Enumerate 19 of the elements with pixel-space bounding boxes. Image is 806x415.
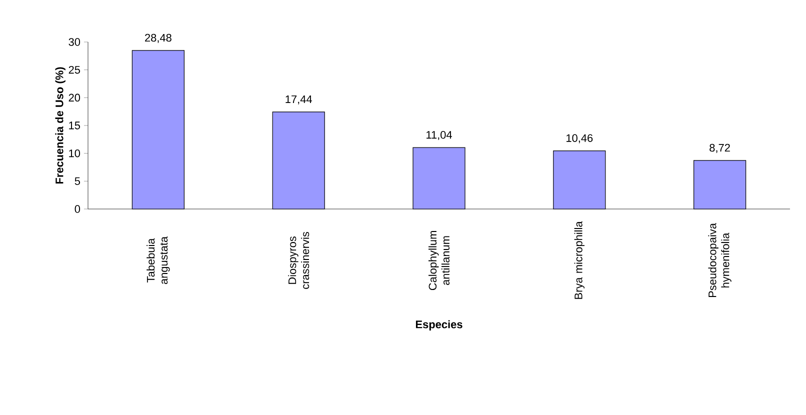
y-axis-title: Frecuencia de Uso (%) [55, 67, 66, 184]
x-tick-label: Tabebuia angustata [146, 236, 170, 284]
x-tick-label: Diospyros crassinervis [288, 232, 310, 289]
data-label: 11,04 [426, 130, 452, 140]
data-label: 28,48 [145, 34, 172, 43]
x-tick-label: Pseudocopaiva hymenifolia [708, 223, 732, 298]
x-tick-label: Brya microphilla [574, 221, 585, 299]
y-tick-label: 30 [68, 38, 80, 46]
y-tick-label: 25 [68, 66, 80, 74]
y-tick-label: 0 [74, 205, 80, 213]
x-axis-title: Especies [416, 320, 462, 330]
y-tick-label: 20 [68, 94, 80, 102]
y-tick-label: 5 [74, 177, 80, 185]
y-tick-label: 15 [69, 122, 80, 130]
x-tick-label: Calophyllum antillanum [428, 231, 450, 290]
data-label: 17,44 [286, 95, 312, 104]
data-label: 10,46 [566, 134, 593, 144]
data-label: 8,72 [710, 144, 730, 153]
y-tick-label: 10 [69, 149, 80, 158]
